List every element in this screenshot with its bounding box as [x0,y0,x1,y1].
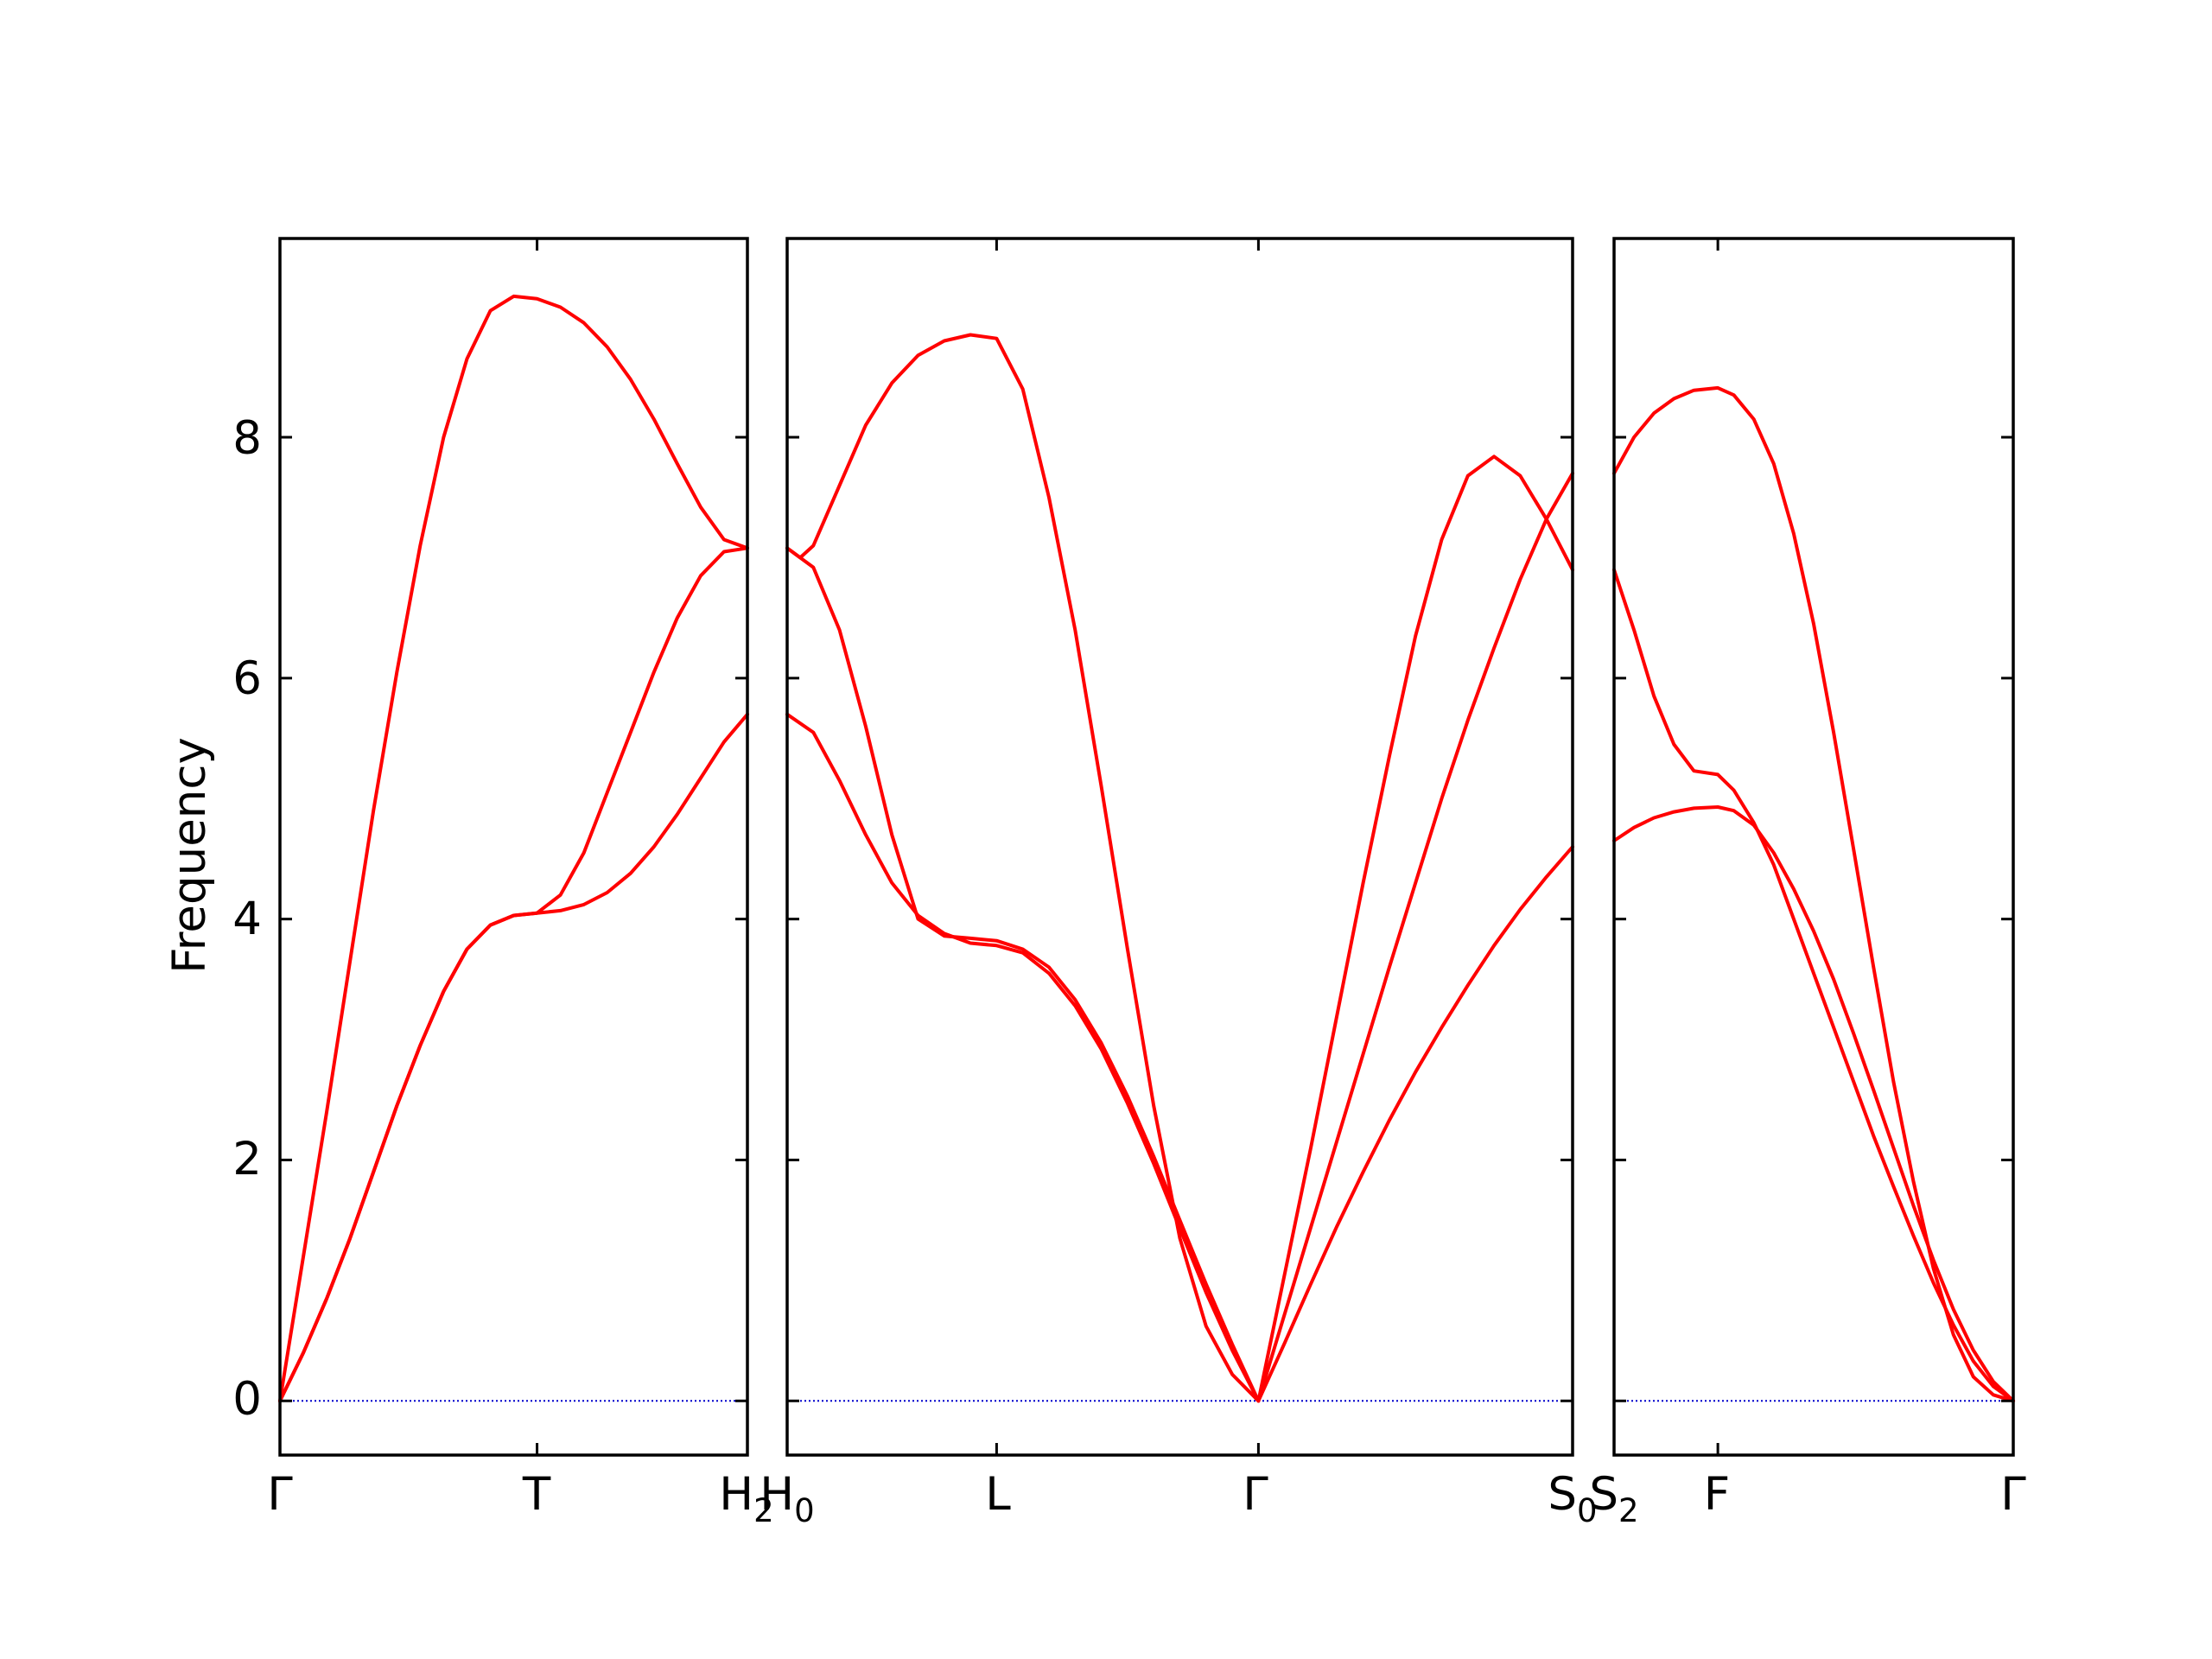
band-line [1256,471,1574,1403]
panel-h0-l-gamma-s0 [785,237,1574,1457]
x-tick-labels: Γ T H2 H0 L Γ S0 S2 F Γ [267,1468,2026,1529]
band-line [278,294,749,1403]
y-tick-labels: 0 2 4 6 8 [232,412,262,1426]
panel-gamma-t-h2 [278,237,749,1457]
panel-frame [785,237,1574,1457]
x-tick-label-gamma-right: Γ [2000,1468,2026,1521]
x-tick-label-l: L [985,1468,1011,1521]
band-line [1612,568,2015,1403]
x-tick-label-h2: H2 [719,1468,773,1529]
band-line [1256,454,1574,1403]
band-line [278,546,749,1403]
x-tick-label-h0: H0 [760,1468,814,1529]
x-tick-label-gamma-mid: Γ [1243,1468,1268,1521]
y-tick-label: 2 [232,1133,262,1185]
y-tick-label: 4 [232,893,262,945]
x-tick-label-t: T [522,1468,551,1521]
y-tick-label: 6 [232,652,262,705]
y-axis-label: Frequency [163,737,216,974]
x-tick-label-s2: S2 [1589,1468,1638,1529]
band-line [785,333,1261,1403]
panel-frame [1612,237,2015,1457]
panel-s2-f-gamma [1612,237,2015,1457]
band-line [278,712,749,1403]
panel-frame [278,237,749,1457]
y-tick-label: 0 [232,1373,262,1426]
band-line [785,712,1261,1403]
band-line [785,546,1261,1403]
band-line [1256,845,1574,1403]
x-tick-label-gamma-left: Γ [267,1468,293,1521]
x-tick-label-f: F [1704,1468,1731,1521]
band-line [1612,805,2015,1403]
y-tick-label: 8 [232,412,262,465]
band-line [1612,385,2015,1403]
x-tick-label-s0: S0 [1548,1468,1597,1529]
